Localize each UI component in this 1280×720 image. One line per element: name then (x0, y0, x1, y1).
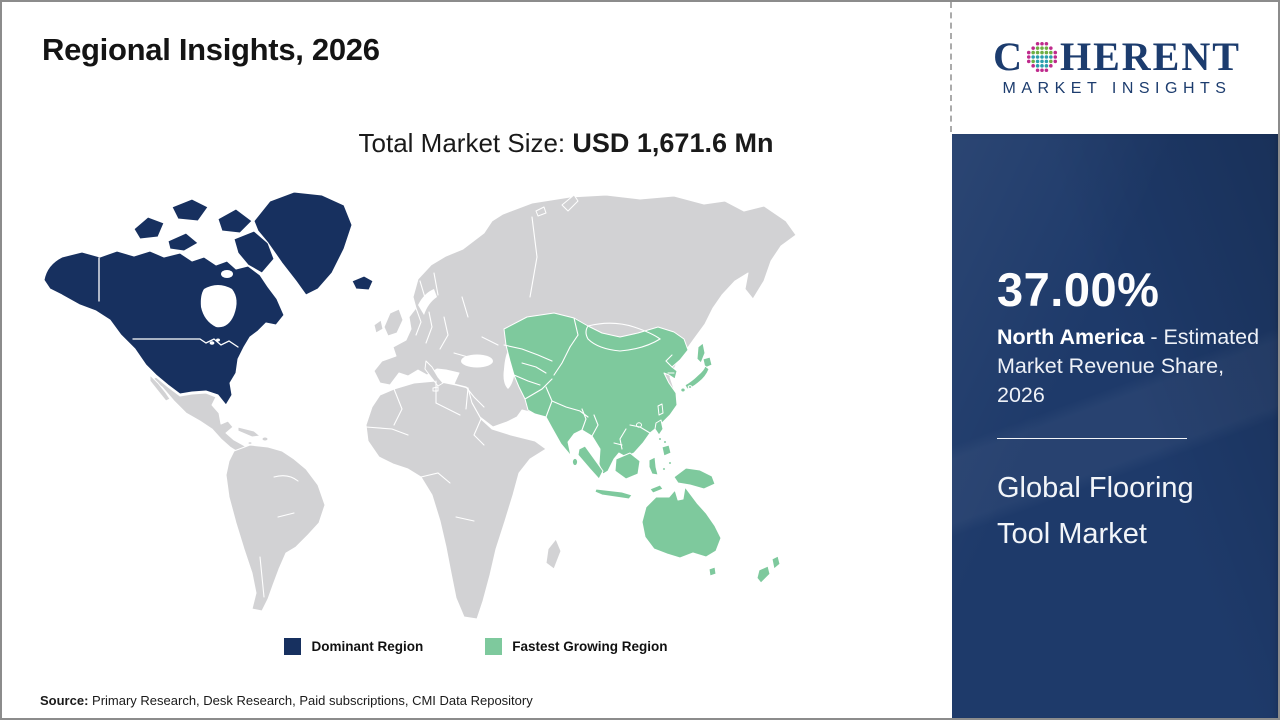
stats-sidebar: 37.00% North America - Estimated Market … (952, 134, 1278, 718)
island-greenland (253, 191, 353, 296)
legend-item-fastest: Fastest Growing Region (485, 638, 668, 655)
logo-letters-rest: HERENT (1059, 33, 1241, 79)
island-sumatra (577, 445, 604, 480)
map-panel: Regional Insights, 2026 Total Market Siz… (2, 2, 950, 718)
total-market-size: Total Market Size: USD 1,671.6 Mn (182, 128, 950, 159)
island-madagascar (545, 538, 562, 570)
island-hokkaido (702, 356, 713, 369)
legend-swatch-fastest (485, 638, 503, 655)
legend-label-dominant: Dominant Region (311, 639, 424, 654)
island-baffin (233, 230, 275, 274)
share-value: 37.00% (997, 263, 1160, 316)
logo-letter-c: C (993, 33, 1024, 79)
sea-baltic (418, 289, 437, 315)
island-great-britain (383, 308, 404, 337)
map-borders-asia (503, 317, 675, 450)
legend-swatch-dominant (284, 638, 302, 655)
island-arctic-3 (217, 208, 253, 234)
island-sakhalin (696, 342, 706, 364)
island-cuba (237, 426, 261, 438)
island-novaya-zemlya (561, 194, 579, 212)
island-taiwan (657, 403, 664, 416)
map-borders-na (98, 257, 239, 348)
page-title: Regional Insights, 2026 (42, 32, 380, 67)
island-tasmania (708, 566, 717, 577)
market-name: Global Flooring Tool Market (997, 472, 1194, 550)
logo-dotted-o-icon (1026, 41, 1058, 72)
peninsula-italy (424, 360, 444, 387)
island-sri-lanka (571, 457, 579, 467)
island-visayas-1 (657, 437, 663, 441)
island-ireland (373, 319, 384, 334)
landmass-north-america (43, 250, 285, 406)
brand-logo: C HERENT (993, 33, 1241, 79)
map-region-fastest (503, 312, 781, 584)
island-arctic-1 (133, 216, 165, 240)
map-legend: Dominant Region Fastest Growing Region (2, 638, 950, 655)
legend-label-fastest: Fastest Growing Region (512, 639, 668, 654)
landmass-africa (365, 380, 547, 620)
landmass-south-america (225, 444, 326, 612)
share-desc-text: - Estimated Market Revenue Share, 2026 (997, 325, 1260, 407)
total-market-size-value: USD 1,671.6 Mn (572, 128, 774, 158)
island-nz-south (756, 565, 771, 584)
border-mongolia (585, 322, 661, 352)
source-line: Source: Primary Research, Desk Research,… (40, 693, 533, 708)
map-borders-other (259, 216, 538, 598)
source-label: Source: (40, 693, 89, 708)
logo-panel: C HERENT MARKET INSIGHTS (950, 2, 1278, 132)
map-na-water-details (200, 270, 237, 345)
peninsula-baja (149, 374, 171, 402)
landmass-australia (641, 486, 722, 559)
island-jamaica (247, 441, 253, 445)
legend-item-dominant: Dominant Region (284, 638, 423, 655)
island-iceland (351, 275, 374, 291)
island-java (594, 488, 633, 500)
logo-tagline: MARKET INSIGHTS (1002, 79, 1232, 97)
world-map (43, 191, 797, 620)
island-moluccas-2 (667, 461, 673, 465)
island-arctic-4 (167, 232, 199, 252)
hudson-bay (200, 285, 237, 328)
island-nz-north (771, 555, 781, 570)
landmass-mexico-central-america (151, 376, 259, 462)
island-new-guinea (673, 467, 716, 490)
foxe-basin (221, 270, 233, 278)
island-shikoku (687, 385, 693, 389)
source-text: Primary Research, Desk Research, Paid su… (88, 693, 533, 708)
sidebar-divider (997, 438, 1187, 439)
island-honshu (684, 365, 710, 390)
island-arctic-ru (535, 206, 547, 217)
island-kyushu (680, 387, 686, 393)
island-timor (649, 484, 664, 494)
share-description: North America - Estimated Market Revenue… (997, 323, 1269, 410)
island-visayas-2 (662, 440, 668, 444)
total-market-size-label: Total Market Size: (358, 128, 573, 158)
island-luzon (654, 419, 664, 436)
border-us-canada (132, 338, 239, 348)
island-moluccas-1 (661, 467, 667, 471)
sea-black (461, 354, 493, 368)
island-mindanao (661, 444, 672, 457)
island-hispaniola (261, 436, 269, 442)
great-lake-1 (209, 341, 215, 345)
island-borneo (614, 452, 641, 480)
island-sulawesi (648, 456, 659, 476)
island-arctic-2 (171, 198, 209, 222)
region-name: North America (997, 325, 1145, 349)
